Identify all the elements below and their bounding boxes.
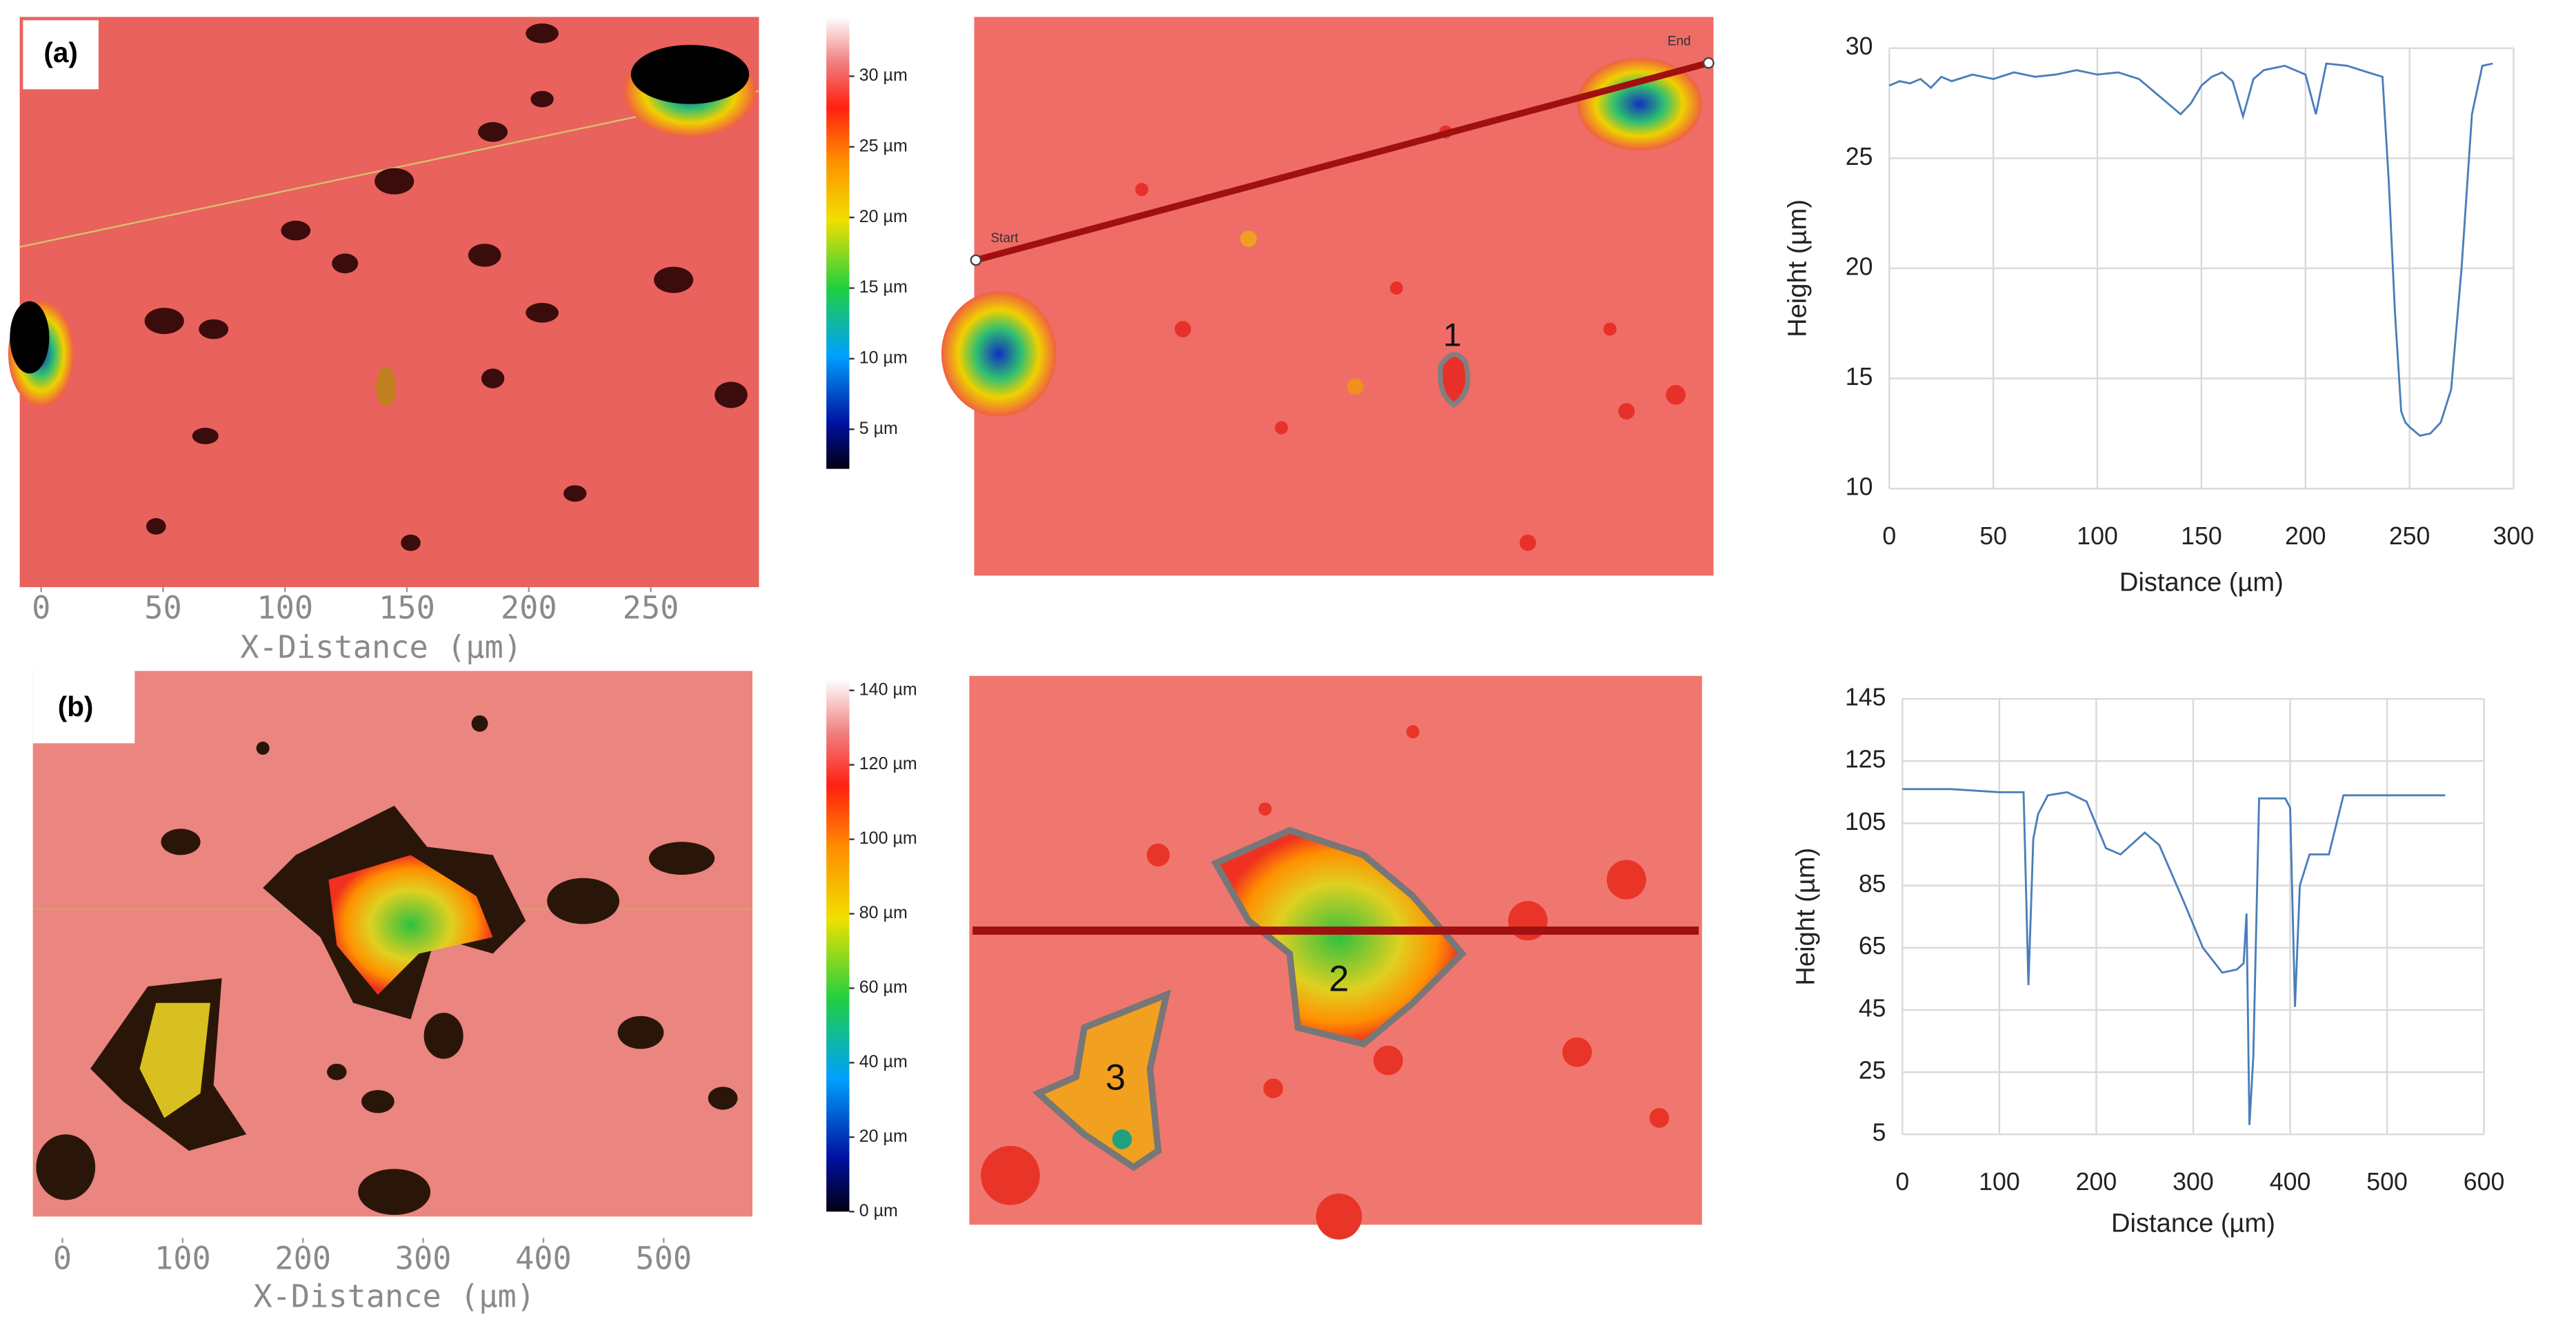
colorbar-label: 20 µm xyxy=(859,207,908,226)
x-tick-label: 200 xyxy=(2076,1168,2117,1196)
colorbar-label: 0 µm xyxy=(859,1201,898,1220)
x-tick-label: 150 xyxy=(2181,522,2222,550)
y-tick-label: 145 xyxy=(1845,684,1886,711)
region-label: 1 xyxy=(1443,317,1461,354)
colorbar-b xyxy=(826,679,850,1212)
map-tick-label: 150 xyxy=(379,589,435,626)
y-tick-label: 30 xyxy=(1846,32,1873,60)
y-tick-label: 20 xyxy=(1846,252,1873,280)
map-tick-label: 0 xyxy=(32,589,50,626)
map-tick-label: 250 xyxy=(623,589,679,626)
x-tick-label: 0 xyxy=(1882,522,1896,550)
y-tick-label: 5 xyxy=(1873,1119,1886,1147)
x-tick-label: 400 xyxy=(2270,1168,2311,1196)
y-tick-label: 25 xyxy=(1846,143,1873,170)
y-tick-label: 10 xyxy=(1846,473,1873,501)
region-label: 3 xyxy=(1106,1058,1126,1098)
data-line xyxy=(1902,788,2446,1125)
colorbar-label: 80 µm xyxy=(859,903,908,922)
panel-label: (a) xyxy=(43,37,77,68)
map-x-label: X-Distance (µm) xyxy=(253,1278,535,1315)
colorbar-label: 20 µm xyxy=(859,1127,908,1146)
map-tick-label: 200 xyxy=(274,1240,331,1277)
colorbar-label: 140 µm xyxy=(859,680,917,699)
map-tick-label: 500 xyxy=(635,1240,692,1277)
y-tick-label: 105 xyxy=(1845,808,1886,835)
x-axis-label: Distance (µm) xyxy=(2119,568,2284,597)
y-tick-label: 85 xyxy=(1859,870,1886,898)
y-axis-label: Height (µm) xyxy=(1783,199,1812,337)
region-label: 2 xyxy=(1329,960,1349,1000)
colorbar-label: 5 µm xyxy=(859,419,898,438)
colorbar-label: 100 µm xyxy=(859,829,917,848)
y-tick-label: 45 xyxy=(1859,994,1886,1022)
map-tick-label: 100 xyxy=(154,1240,211,1277)
height-map-b: (b) X-Distance (µm) xyxy=(32,671,752,1315)
y-tick-label: 15 xyxy=(1846,363,1873,390)
x-tick-label: 0 xyxy=(1895,1168,1909,1196)
map-tick-label: 300 xyxy=(395,1240,452,1277)
colorbar-label: 60 µm xyxy=(859,978,908,997)
y-axis-label: Height (µm) xyxy=(1791,848,1820,986)
map-tick-label: 100 xyxy=(257,589,313,626)
profile-end: End xyxy=(1668,34,1691,48)
colorbar-label: 25 µm xyxy=(859,136,908,155)
map-tick-label: 400 xyxy=(515,1240,572,1277)
colorbar-a xyxy=(826,17,850,469)
colorbar-label: 40 µm xyxy=(859,1052,908,1071)
map-x-label: X-Distance (µm) xyxy=(240,629,522,666)
x-tick-label: 200 xyxy=(2285,522,2326,550)
y-tick-label: 65 xyxy=(1859,932,1886,960)
x-tick-label: 500 xyxy=(2366,1168,2408,1196)
height-map-b-profile: 2 3 xyxy=(969,675,1702,1240)
x-axis-label: Distance (µm) xyxy=(2111,1209,2275,1238)
colorbar-label: 10 µm xyxy=(859,348,908,368)
x-tick-label: 100 xyxy=(2077,522,2118,550)
x-tick-label: 300 xyxy=(2493,522,2535,550)
x-tick-label: 300 xyxy=(2173,1168,2214,1196)
panel-label: (b) xyxy=(58,691,94,722)
data-line xyxy=(1888,62,2493,437)
profile-start: Start xyxy=(990,231,1019,246)
height-map-a: (a) X-Distance (µm) xyxy=(8,17,759,666)
x-tick-label: 600 xyxy=(2464,1168,2505,1196)
x-tick-label: 250 xyxy=(2389,522,2430,550)
y-tick-label: 25 xyxy=(1859,1057,1886,1085)
colorbar-label: 120 µm xyxy=(859,754,917,773)
map-tick-label: 0 xyxy=(53,1240,72,1277)
map-tick-label: 50 xyxy=(144,589,182,626)
height-map-a-profile: Start End 1 xyxy=(941,17,1715,576)
colorbar-label: 15 µm xyxy=(859,277,908,297)
colorbar-label: 30 µm xyxy=(859,66,908,85)
x-tick-label: 50 xyxy=(1979,522,2007,550)
map-tick-label: 200 xyxy=(501,589,557,626)
x-tick-label: 100 xyxy=(1979,1168,2020,1196)
y-tick-label: 125 xyxy=(1845,746,1886,773)
